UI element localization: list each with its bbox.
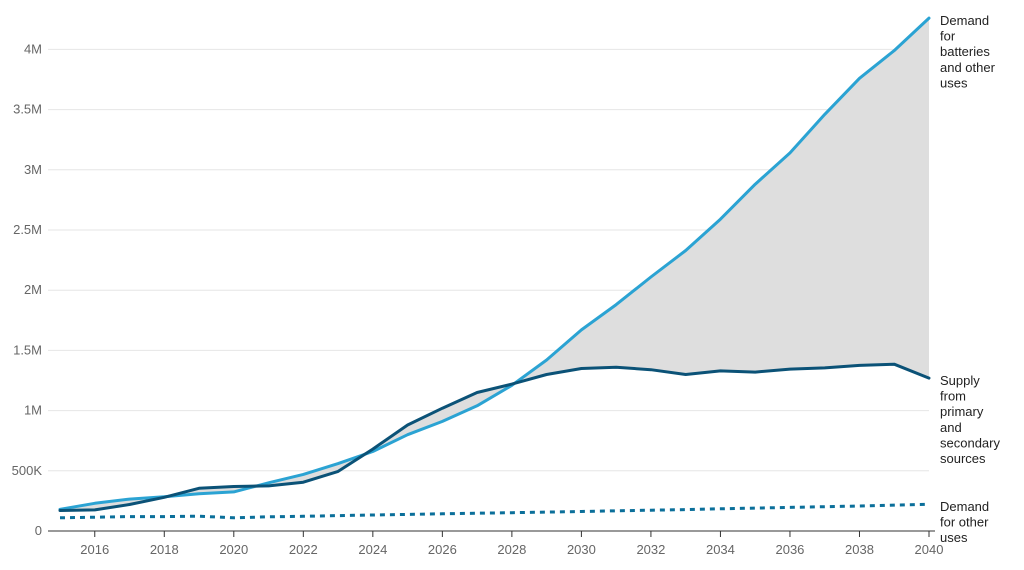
y-tick-label: 4M (24, 41, 42, 56)
series-end-label-line: uses (940, 530, 968, 545)
series-end-label-line: Supply (940, 373, 980, 388)
series-line-1 (58, 362, 931, 512)
y-tick-label: 1.5M (13, 342, 42, 357)
x-tick-label: 2038 (845, 542, 874, 557)
series-end-label: Demand for other uses (940, 499, 989, 545)
x-tick-label: 2034 (706, 542, 735, 557)
y-tick-label: 1M (24, 403, 42, 418)
demand-supply-gap-area (60, 18, 929, 511)
x-tick-label: 2028 (497, 542, 526, 557)
x-tick-label: 2018 (150, 542, 179, 557)
series-end-label-line: primary (940, 404, 984, 419)
y-tick-label: 2M (24, 282, 42, 297)
y-tick-label: 500K (12, 463, 43, 478)
shaded-gap (60, 18, 929, 511)
x-tick-label: 2020 (219, 542, 248, 557)
x-tick-label: 2026 (428, 542, 457, 557)
series-end-label-line: sources (940, 451, 986, 466)
x-tick-label: 2036 (775, 542, 804, 557)
x-tick-label: 2040 (915, 542, 944, 557)
series-end-label: Supply from primary and secondary sources (940, 373, 1000, 466)
series-end-label-line: from (940, 389, 966, 404)
series-end-label-line: and other (940, 60, 996, 75)
series-line-2 (59, 502, 930, 520)
y-tick-label: 3.5M (13, 102, 42, 117)
gridlines (48, 48, 929, 472)
y-tick-label: 0 (35, 523, 42, 538)
series-end-label-line: Demand (940, 13, 989, 28)
x-tick-label: 2016 (80, 542, 109, 557)
axes: 0 500K 1M 1.5M 2M 2.5M 3M 3.5M 4M 2016 2018 2020 202… (12, 41, 944, 557)
x-tick-label: 2030 (567, 542, 596, 557)
x-tick-label: 2024 (358, 542, 387, 557)
series-end-label-line: for (940, 29, 956, 44)
series-end-label: Demand for batteries and other uses (940, 13, 996, 90)
series-end-label-line: and (940, 420, 962, 435)
x-tick-label: 2022 (289, 542, 318, 557)
y-tick-label: 2.5M (13, 222, 42, 237)
series-end-label-line: batteries (940, 44, 990, 59)
series-line-0 (58, 16, 931, 511)
series-end-label-line: uses (940, 75, 968, 90)
series-end-label-line: for other (940, 515, 989, 530)
x-tick-label: 2032 (636, 542, 665, 557)
series-end-label-line: secondary (940, 435, 1000, 450)
y-tick-label: 3M (24, 162, 42, 177)
series-lines (58, 16, 931, 520)
series-end-label-line: Demand (940, 499, 989, 514)
